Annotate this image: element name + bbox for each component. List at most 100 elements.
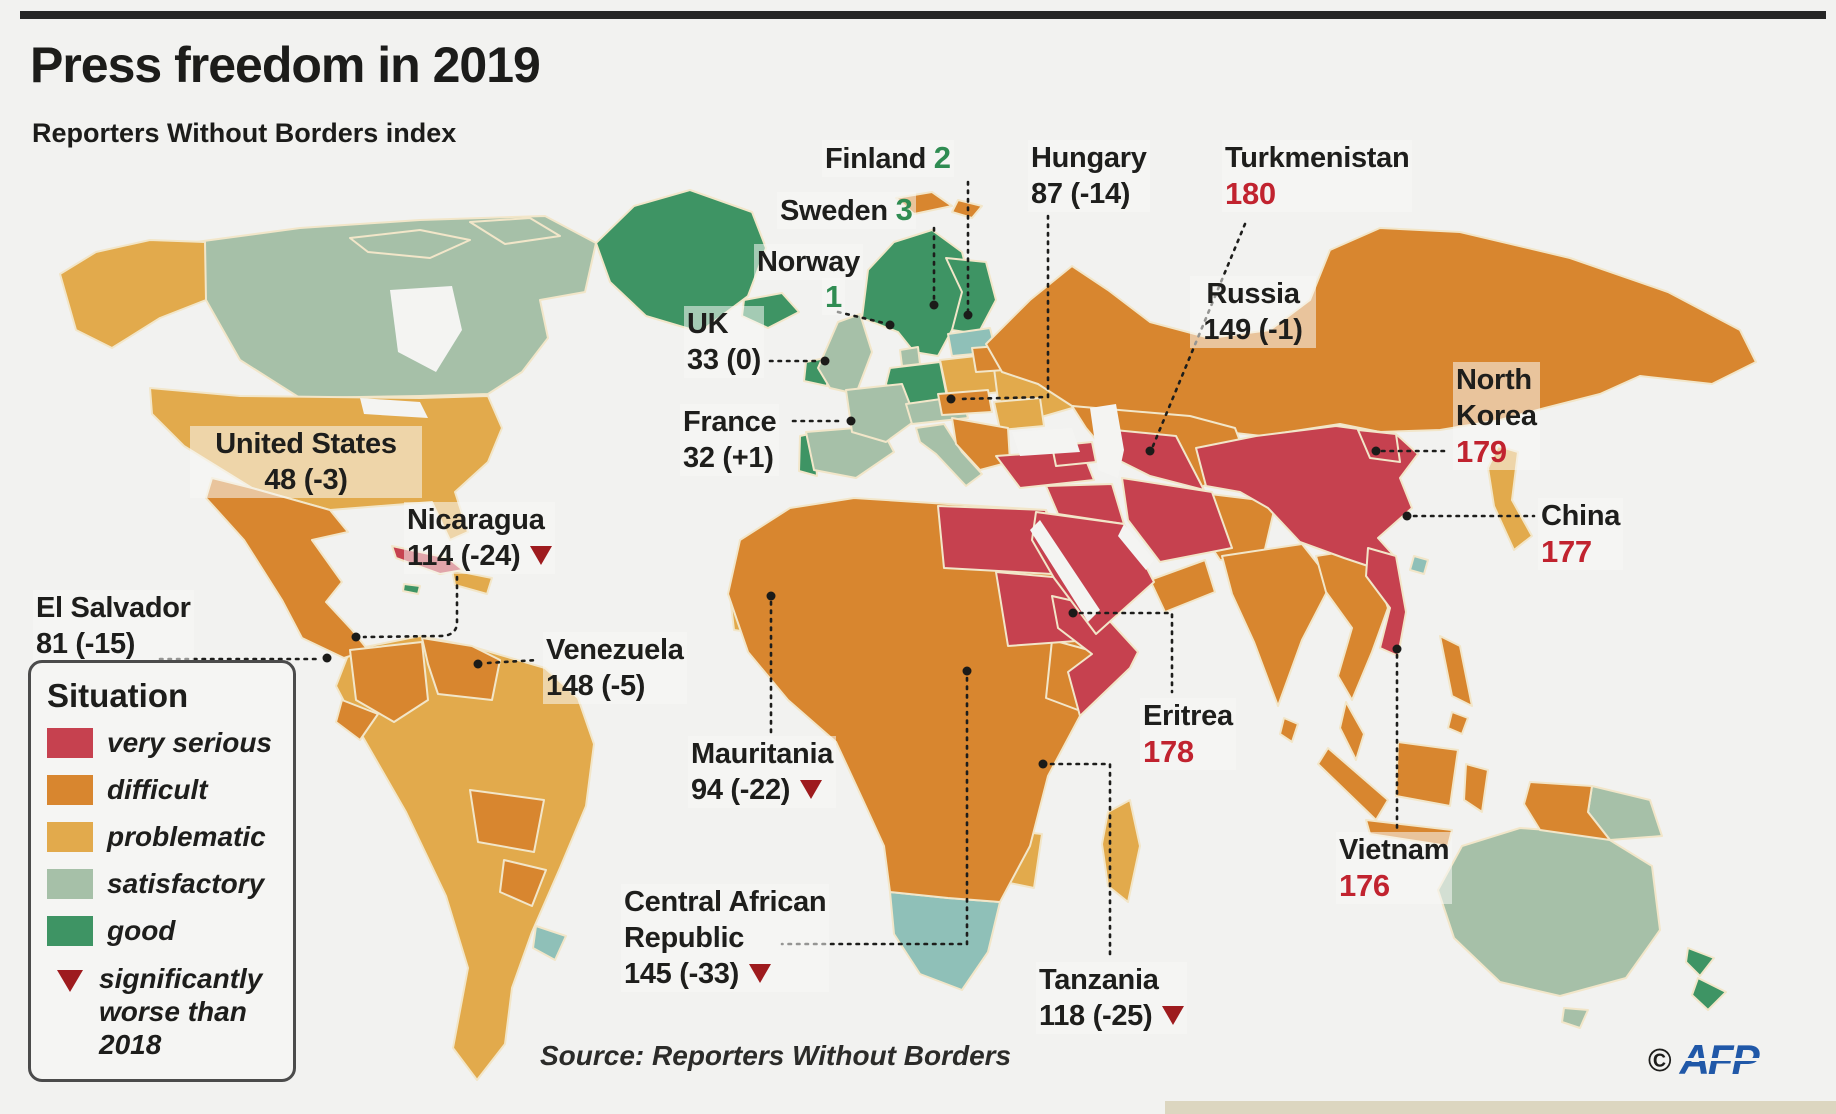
caspian-sea [1090,404,1124,478]
dot-china [1402,511,1412,521]
country-philippines [1439,635,1473,707]
country-madagascar [1101,799,1141,903]
rank-value: 32 (+1) [683,442,774,474]
dot-nicaragua [351,632,361,642]
country-north-korea [1357,429,1401,463]
dot-central-african-republic [962,666,972,676]
label-turkmenistan: Turkmenistan 180 [1222,140,1413,212]
label-mauritania: Mauritania 94 (-22) [688,736,837,808]
legend-label: difficult [107,774,208,805]
country-taiwan [1409,555,1429,575]
rank-text: 118 (-25) [1039,1000,1153,1032]
country-name: El Salvador [36,592,191,624]
worse-than-2018-icon [530,546,553,565]
region-southern-africa [889,891,1001,991]
island-sulawesi [1463,763,1489,813]
label-tanzania: Tanzania 118 (-25) [1036,962,1188,1034]
country-tasmania [1561,1007,1589,1029]
leader-nicaragua [362,575,459,639]
bottom-rule [1165,1101,1836,1114]
dot-finland [963,310,973,320]
country-name: Eritrea [1143,700,1233,732]
region-malay-peninsula [1339,701,1365,761]
country-name: Finland [825,143,927,175]
country-name: Venezuela [546,634,684,666]
label-finland: Finland 2 [822,140,954,177]
country-name: United States [215,428,397,460]
legend-label: satisfactory [107,868,265,899]
label-vietnam: Vietnam 176 [1336,832,1453,904]
lakes [360,286,1154,622]
country-venezuela [421,637,501,701]
dot-el-salvador [322,653,332,663]
arctic-islands-2 [469,217,561,245]
dot-hungary [946,394,956,404]
country-india [1221,543,1333,707]
country-russia [985,227,1757,437]
country-name-line1: Central African [624,886,827,918]
country-hispaniola [451,569,493,595]
rank-value: 176 [1339,868,1390,903]
region-west-new-guinea [1523,781,1611,841]
copyright-icon: © [1648,1041,1672,1078]
country-name: France [683,406,777,438]
country-name-line1: North [1456,364,1532,396]
credit: © AFP [1648,1036,1760,1084]
rank-value: 179 [1456,434,1507,469]
region-mexico-central-america [205,477,369,659]
rank-value: 149 (-1) [1203,314,1303,346]
island-borneo [1395,741,1459,807]
legend-item-good: good [47,915,279,947]
dot-north-korea [1371,446,1381,456]
country-name: Nicaragua [407,504,545,536]
legend-item-very-serious: very serious [47,727,279,759]
country-name: Turkmenistan [1225,142,1410,174]
country-denmark [899,346,921,367]
legend-box: Situation very serious difficult problem… [28,660,296,1082]
region-oman-uae [1149,559,1216,613]
country-hungary [937,389,993,416]
rank-value: 33 (0) [687,344,761,376]
country-name-line2: Republic [624,922,745,954]
country-uruguay [532,925,567,961]
dot-vietnam [1392,644,1402,654]
country-new-zealand-north [1685,947,1715,977]
worse-than-2018-icon [1162,1006,1185,1025]
top-rule [20,11,1826,19]
leader-central-african-republic [780,676,969,946]
country-bolivia [469,789,545,853]
countries-very-serious [391,425,1419,717]
country-name: Mauritania [691,738,834,770]
legend-label: good [107,915,176,946]
country-iran [1121,477,1233,563]
rank-text: 94 (-22) [691,774,791,806]
country-uk [817,313,873,395]
region-vietnam-laos [1365,547,1407,657]
legend-swatch-very-serious [47,728,93,758]
country-name: Hungary [1031,142,1147,174]
persian-gulf [1118,524,1154,570]
dot-sweden [929,300,939,310]
country-romania [993,397,1045,431]
label-central-african-republic: Central African Republic 145 (-33) [621,884,830,992]
rank-value: 87 (-14) [1031,178,1131,210]
region-balkans [951,417,1011,471]
legend-swatch-good [47,916,93,946]
label-eritrea: Eritrea 178 [1140,698,1236,770]
leader-venezuela [486,658,540,665]
dot-mauritania [766,591,776,601]
source-note: Source: Reporters Without Borders [540,1040,1012,1071]
leader-eritrea [1078,611,1174,694]
country-colombia [349,641,429,723]
country-name: Norway [757,246,860,278]
label-france: France 32 (+1) [680,404,780,476]
great-lakes [360,398,428,418]
legend-swatch-problematic [47,822,93,852]
dot-france [846,416,856,426]
leader-dots [322,300,1412,769]
country-name: Tanzania [1039,964,1159,996]
black-sea [1012,428,1080,456]
rank-value: 94 (-22) [691,772,833,808]
legend-worse-label: significantly worse than 2018 [99,963,263,1060]
